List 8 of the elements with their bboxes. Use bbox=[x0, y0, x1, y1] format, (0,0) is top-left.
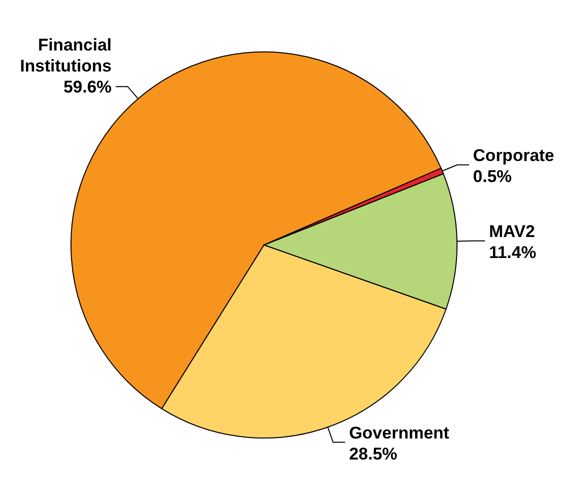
data-label: 0.5% bbox=[473, 166, 512, 186]
data-label: 11.4% bbox=[488, 242, 536, 262]
slice-label: Corporate bbox=[473, 146, 554, 165]
slice-label: Government bbox=[349, 423, 450, 442]
data-label: 28.5% bbox=[349, 444, 398, 464]
slice-label: MAV2 bbox=[488, 222, 535, 241]
slice-label: Financial Institutions bbox=[20, 36, 112, 76]
data-label: 59.6% bbox=[63, 78, 112, 97]
